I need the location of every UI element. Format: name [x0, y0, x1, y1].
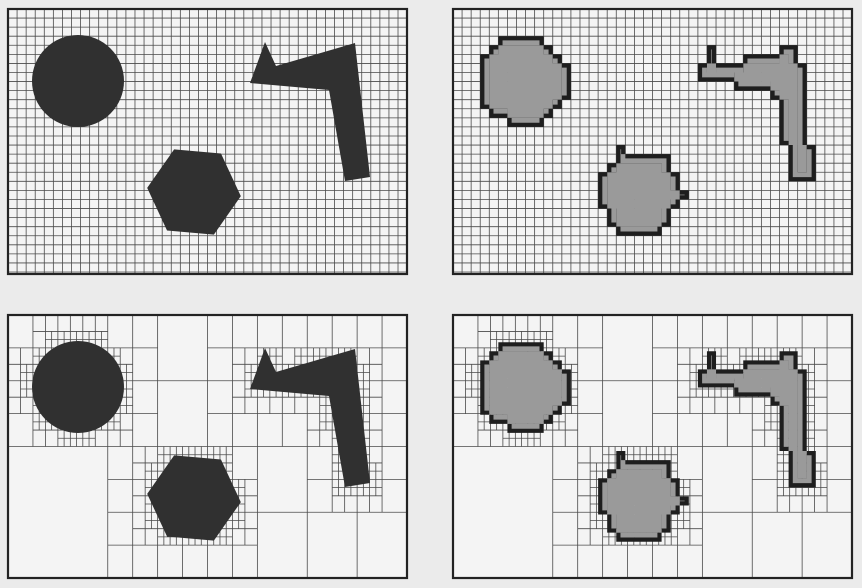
panel-frame [6, 7, 409, 276]
panel-frame [451, 313, 854, 580]
raster-interior-cells [489, 351, 807, 533]
raster-boundary-inner [484, 346, 812, 538]
circle-shape [32, 35, 124, 127]
panel-top-left-fine-grid-vector [6, 7, 409, 276]
panel-bottom-right-quadtree-raster [451, 313, 854, 580]
hexagon-shape [147, 149, 241, 235]
bent-bar-shape [250, 348, 370, 487]
panel-top-right-fine-grid-raster [451, 7, 854, 276]
raster-boundary-inner [484, 40, 812, 232]
panel-frame [451, 7, 854, 276]
panel-frame [6, 313, 409, 580]
panel-bottom-left-quadtree-vector [6, 313, 409, 580]
hexagon-shape [147, 455, 241, 541]
bent-bar-shape [250, 42, 370, 181]
circle-shape [32, 341, 124, 433]
